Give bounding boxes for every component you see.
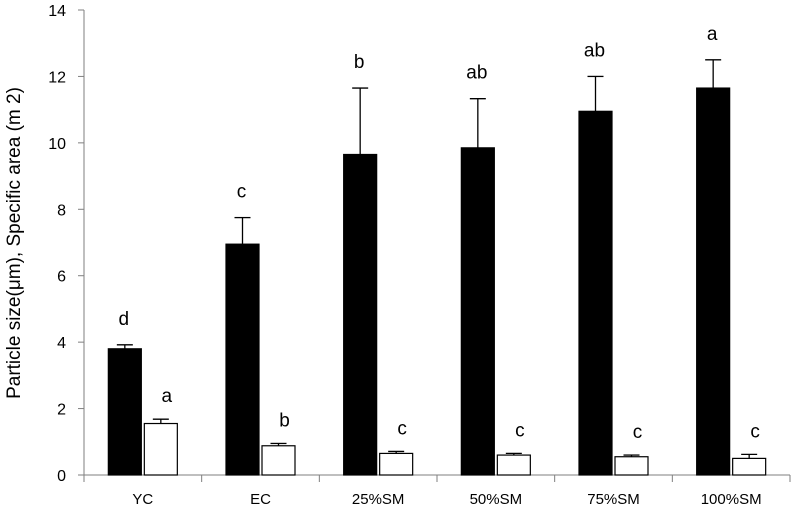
y-tick-label: 6 — [57, 269, 66, 286]
significance-label: ab — [466, 63, 487, 84]
y-tick-label: 2 — [57, 402, 66, 419]
significance-label: a — [162, 386, 173, 407]
bars — [107, 59, 767, 476]
labels: YC d a EC c b 25%SM b c 50%SM ab c 75%SM ab c 100%SM a c — [119, 24, 762, 508]
significance-label: ab — [584, 40, 605, 61]
significance-label: c — [515, 420, 525, 441]
y-tick-label: 0 — [57, 468, 66, 485]
bar-particle-size — [343, 153, 378, 476]
bar-particle-size — [107, 348, 142, 476]
significance-label: c — [237, 182, 247, 203]
bar-particle-size — [460, 147, 495, 476]
bar-specific-area — [261, 445, 296, 476]
axes: 0 2 4 6 8 10 12 14 — [48, 3, 791, 485]
bar-specific-area — [379, 452, 414, 476]
y-tick-label: 12 — [48, 69, 66, 86]
x-tick-label: 75%SM — [587, 491, 640, 508]
significance-label: c — [397, 418, 407, 439]
bar-specific-area — [732, 457, 767, 476]
bar-specific-area — [143, 422, 178, 476]
y-tick-label: 8 — [57, 202, 66, 219]
significance-label: c — [750, 421, 760, 442]
bar-particle-size — [225, 243, 260, 476]
y-axis-title: Particle size(μm), Specific area (m 2) — [4, 87, 25, 399]
x-tick-label: EC — [250, 491, 271, 508]
significance-label: b — [354, 52, 365, 73]
y-tick-label: 10 — [48, 136, 66, 153]
significance-label: c — [633, 422, 643, 443]
significance-label: a — [707, 24, 718, 45]
y-tick-label: 4 — [57, 335, 66, 352]
significance-label: b — [279, 410, 290, 431]
x-tick-label: 25%SM — [352, 491, 405, 508]
bar-specific-area — [614, 456, 649, 476]
x-tick-label: YC — [132, 491, 153, 508]
significance-label: d — [119, 309, 130, 330]
bar-particle-size — [578, 110, 613, 476]
bar-specific-area — [496, 454, 531, 476]
x-tick-label: 100%SM — [701, 491, 762, 508]
x-tick-label: 50%SM — [470, 491, 523, 508]
bar-particle-size — [696, 87, 731, 476]
y-tick-label: 14 — [48, 3, 66, 20]
